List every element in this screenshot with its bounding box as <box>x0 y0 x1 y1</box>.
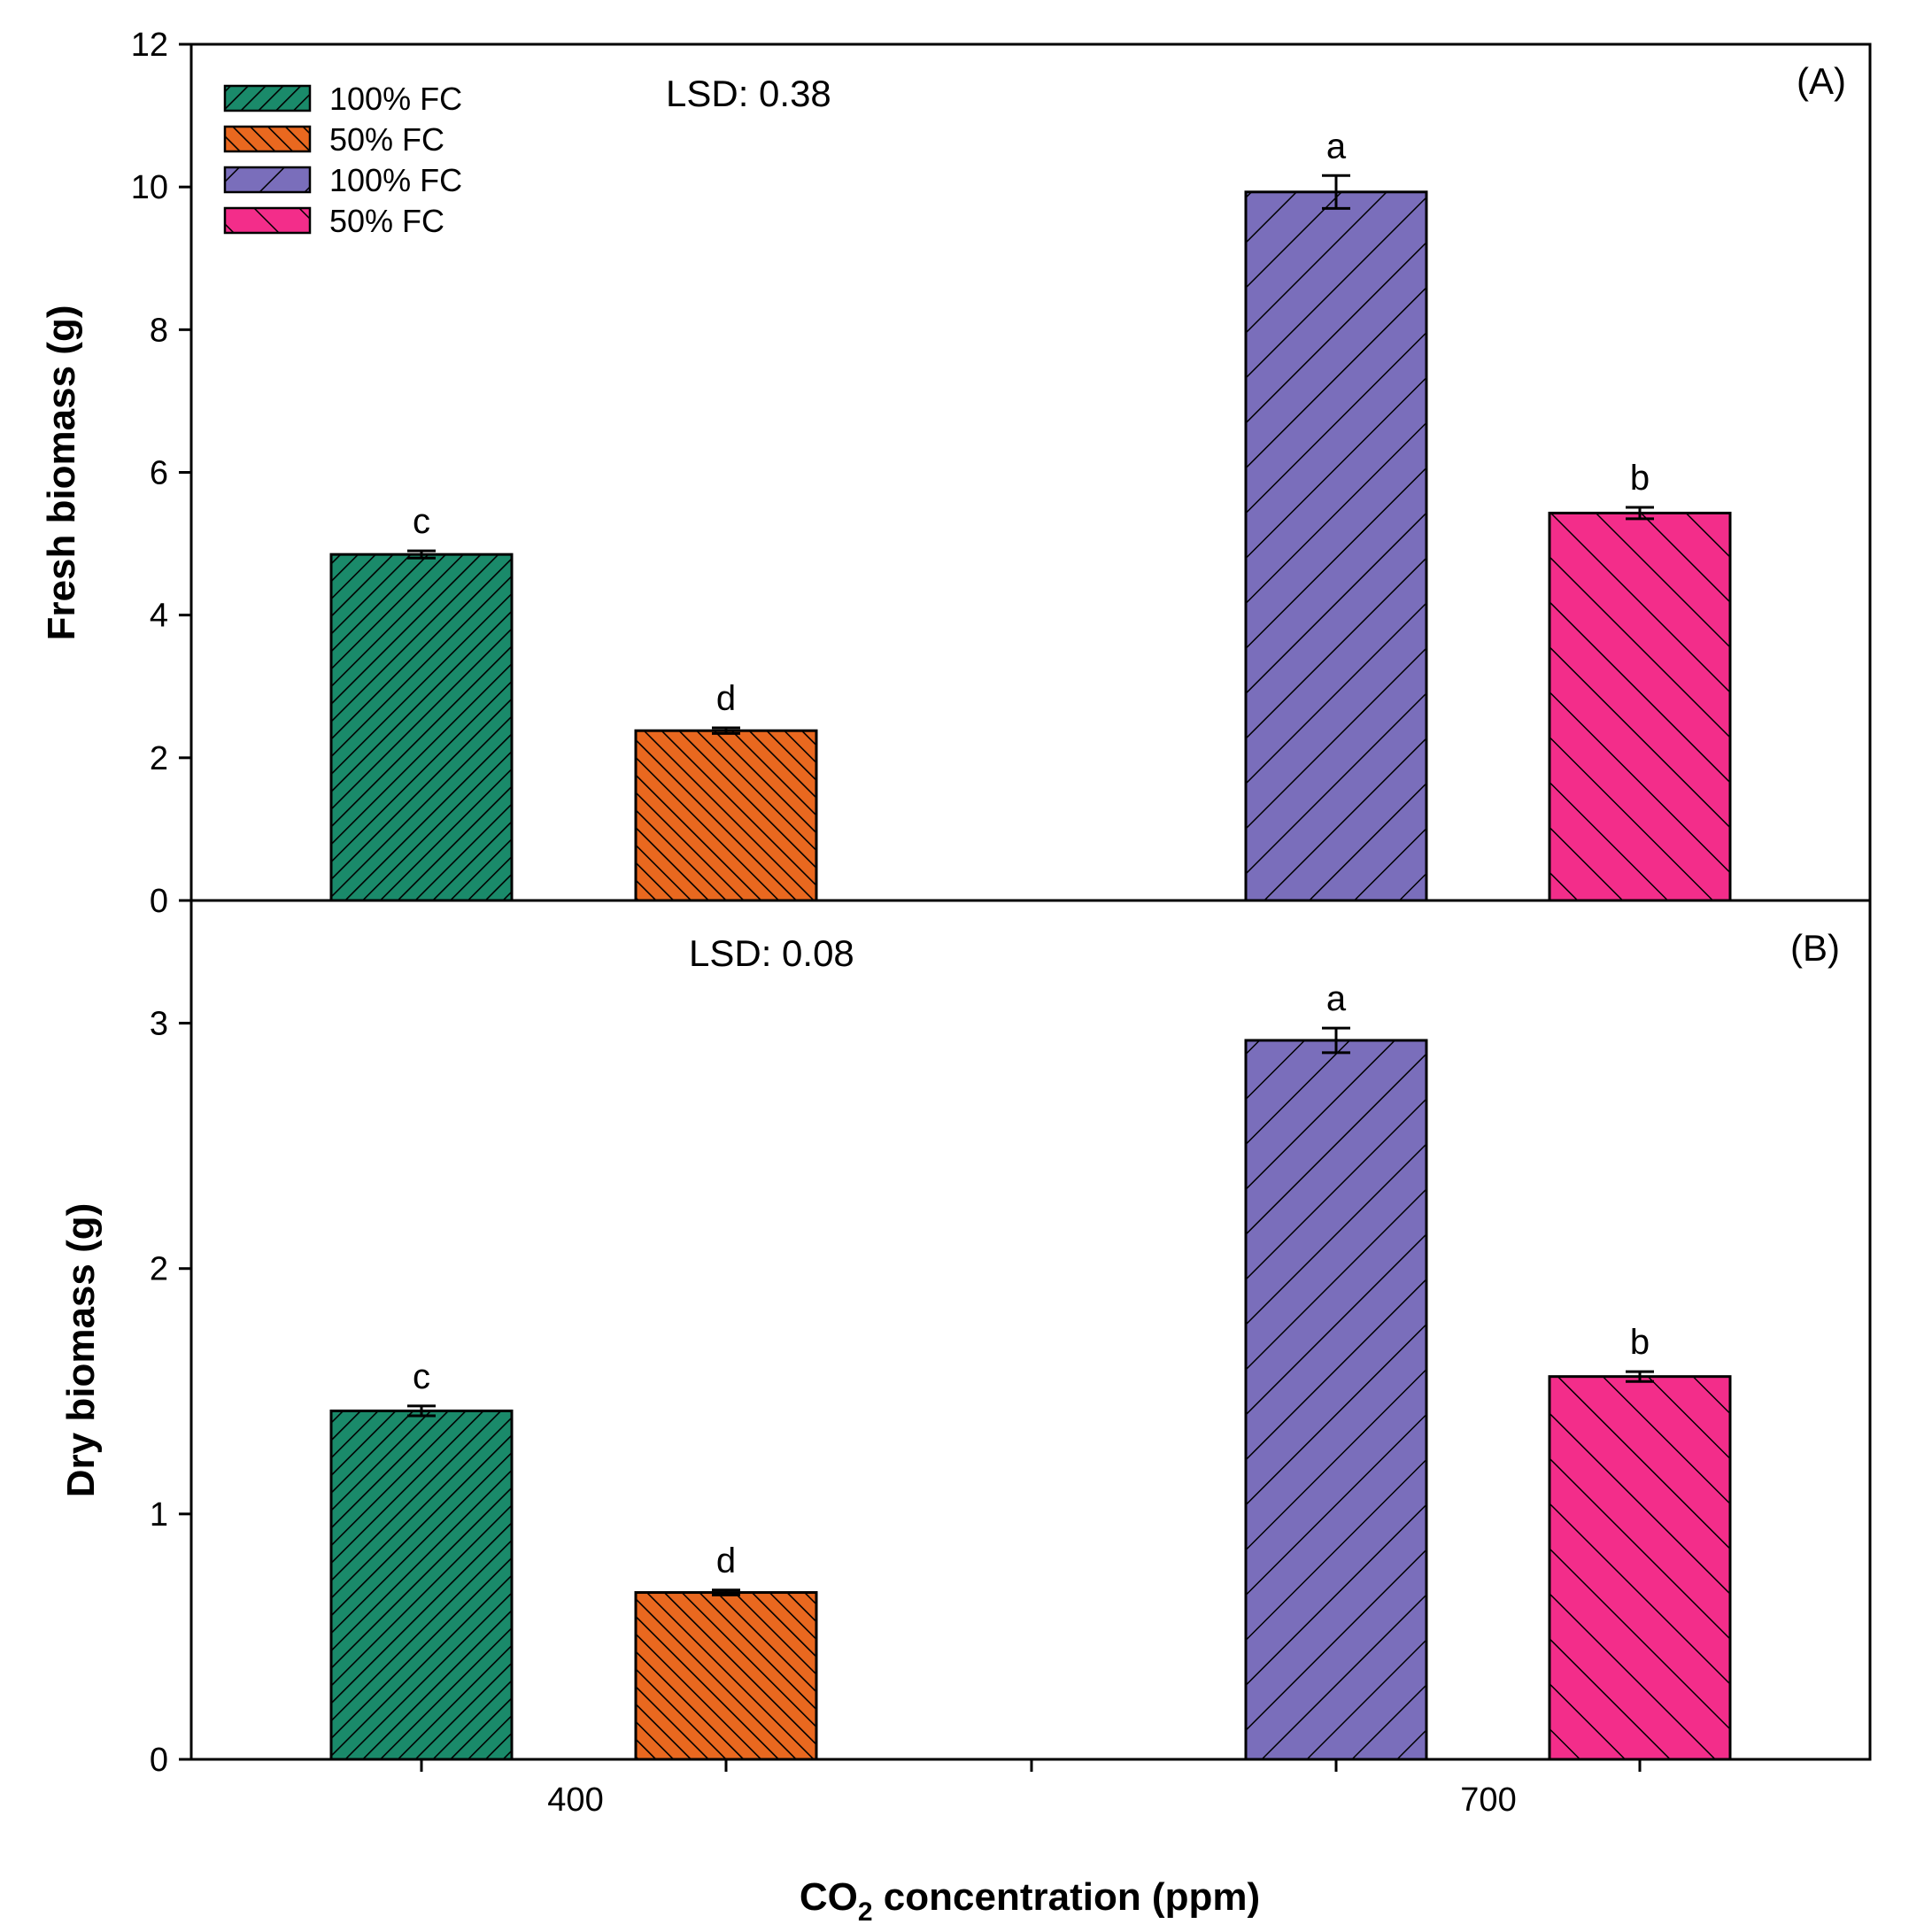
y-tick-label: 6 <box>150 455 168 492</box>
y-tick-label: 0 <box>150 883 168 920</box>
significance-letter: c <box>413 1357 430 1396</box>
bar-700-50fc <box>1548 1375 1732 1761</box>
y-tick-label: 0 <box>150 1742 168 1779</box>
y-tick-label: 4 <box>150 598 168 635</box>
x-category-label-700: 700 <box>1460 1781 1516 1819</box>
panel-a-panel-label: (A) <box>1797 60 1846 102</box>
significance-letter: a <box>1326 127 1347 166</box>
significance-letter: d <box>716 679 736 718</box>
y-tick-label: 8 <box>150 312 168 349</box>
significance-letter: b <box>1630 1323 1650 1362</box>
legend-label: 100% FC <box>329 81 462 117</box>
y-tick-label: 10 <box>131 169 168 206</box>
bar-700-100fc <box>1244 190 1428 902</box>
panel-b-bars: c d a b <box>329 979 1732 1761</box>
panel-a-y-ticks: 0 2 4 6 8 10 12 <box>131 27 191 920</box>
legend-swatch <box>223 206 312 235</box>
legend-label: 100% FC <box>329 162 462 198</box>
legend-label: 50% FC <box>329 121 444 158</box>
panel-a-legend: 100% FC 50% FC 100% FC 50% FC <box>223 81 462 239</box>
y-tick-label: 3 <box>150 1006 168 1043</box>
legend-swatch <box>223 84 312 112</box>
x-category-label-400: 400 <box>547 1781 603 1819</box>
significance-letter: b <box>1630 459 1650 498</box>
panel-b-x-ticks: 400 700 <box>420 1759 1642 1819</box>
x-axis-title-subscript: 2 <box>858 1897 873 1927</box>
x-axis-title-suffix: concentration (ppm) <box>873 1875 1261 1919</box>
significance-letter: a <box>1326 979 1347 1018</box>
bar-700-50fc <box>1548 511 1732 902</box>
panel-a-bars: c d a b <box>329 127 1732 902</box>
x-axis-title: CO2 concentration (ppm) <box>800 1875 1260 1927</box>
panel-b-y-axis-title: Dry biomass (g) <box>59 1203 103 1498</box>
panel-b-y-ticks: 0 1 2 3 <box>150 1006 191 1779</box>
panel-a-y-axis-title: Fresh biomass (g) <box>40 305 83 641</box>
bar-400-100fc <box>329 553 514 902</box>
panel-a-lsd-annotation: LSD: 0.38 <box>666 73 831 114</box>
legend-label: 50% FC <box>329 203 444 239</box>
bar-400-100fc <box>329 1409 514 1761</box>
panel-b-lsd-annotation: LSD: 0.08 <box>689 932 854 974</box>
x-axis-title-prefix: CO <box>800 1875 858 1919</box>
y-tick-label: 2 <box>150 740 168 777</box>
bar-700-100fc <box>1244 1039 1428 1761</box>
y-tick-label: 2 <box>150 1251 168 1288</box>
bar-400-50fc <box>634 729 818 902</box>
significance-letter: c <box>413 502 430 541</box>
significance-letter: d <box>716 1542 736 1580</box>
y-tick-label: 12 <box>131 27 168 64</box>
legend-swatch <box>223 125 312 153</box>
panel-b-dry-biomass: 0 1 2 3 400 700 c d a b LSD: 0.08 (B) Dry bioma… <box>59 899 1872 1819</box>
bar-400-50fc <box>634 1591 818 1761</box>
panel-a-fresh-biomass: 0 2 4 6 8 10 12 c d a b 100% FC 50% FC 100% FC 50% F… <box>40 27 1872 920</box>
legend-swatch <box>223 166 312 194</box>
y-tick-label: 1 <box>150 1496 168 1534</box>
panel-b-panel-label: (B) <box>1790 927 1840 969</box>
